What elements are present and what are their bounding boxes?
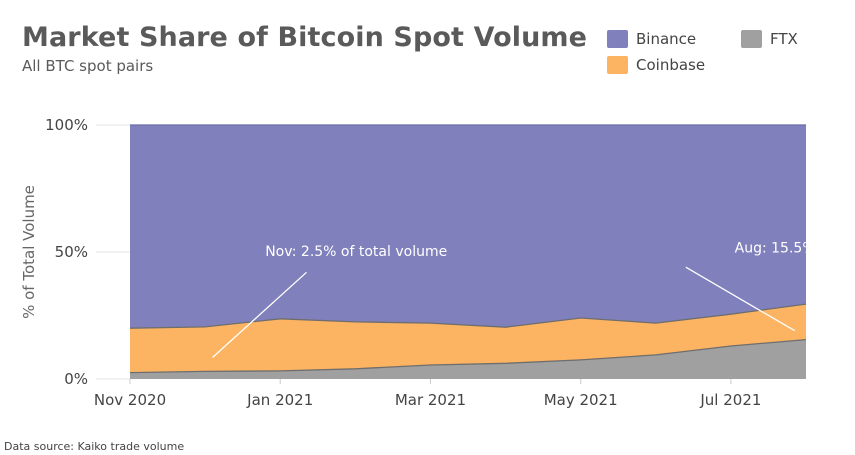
legend-label-coinbase: Coinbase [636,56,706,74]
legend-swatch-ftx [741,30,762,48]
x-tick-label: Nov 2020 [94,391,166,409]
x-tick-label: Mar 2021 [395,391,466,409]
legend-label-binance: Binance [636,30,697,48]
annotation-label-1: Nov: 2.5% of total volume [265,244,447,260]
area-coinbase [130,304,806,373]
data-source-note: Data source: Kaiko trade volume [4,440,185,453]
area-ftx [130,339,806,379]
x-tick-label: Jan 2021 [246,391,313,409]
y-tick-label: 50% [55,243,88,261]
legend-swatch-coinbase [607,56,628,74]
annotation-pointer-1 [212,271,307,358]
legend-item-ftx[interactable]: FTX [741,30,798,48]
legend-item-binance[interactable]: Binance [607,30,696,48]
y-tick-label: 0% [64,370,88,388]
annotation-label-2: Aug: 15.5% of total volume [735,241,855,257]
y-tick-label: 100% [45,116,88,134]
y-axis-title: % of Total Volume [20,185,38,319]
annotation-pointer-2 [685,266,796,332]
chart-title: Market Share of Bitcoin Spot Volume [22,22,588,53]
legend-label-ftx: FTX [770,30,798,48]
series-line-coinbase [129,303,807,329]
legend-item-coinbase[interactable]: Coinbase [607,56,705,74]
legend-swatch-binance [607,30,628,48]
x-tick-label: Jul 2021 [699,391,761,409]
x-tick-label: May 2021 [544,391,618,409]
area-binance [130,125,806,329]
series-line-ftx [129,338,807,374]
chart-subtitle: All BTC spot pairs [22,57,154,75]
